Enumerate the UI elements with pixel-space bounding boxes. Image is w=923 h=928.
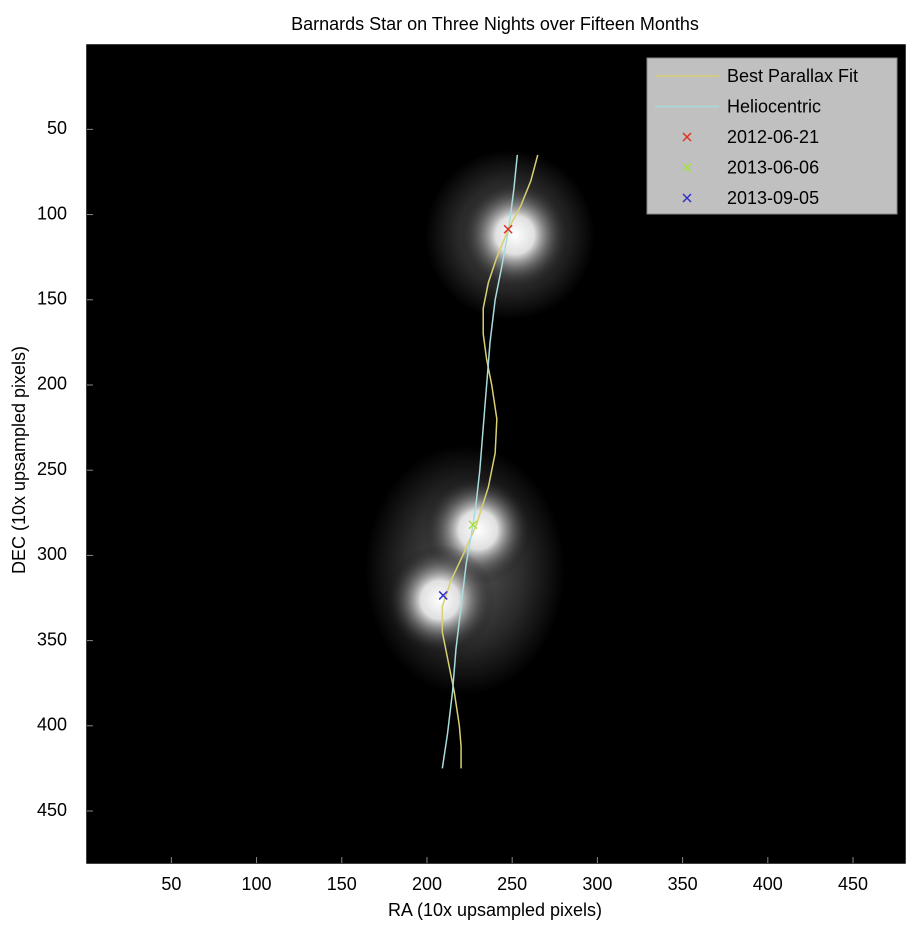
legend: Best Parallax Fit Heliocentric 2012-06-21 2… (646, 57, 898, 215)
x-tick-label: 50 (161, 874, 181, 894)
x-tick-label: 450 (838, 874, 868, 894)
legend-marker (682, 132, 692, 142)
y-tick-label: 250 (37, 459, 67, 479)
y-tick-label: 350 (37, 629, 67, 649)
x-tick-label: 400 (753, 874, 783, 894)
star-core (385, 545, 495, 655)
x-tick-label: 350 (668, 874, 698, 894)
y-tick-label: 400 (37, 715, 67, 735)
chart-title: Barnards Star on Three Nights over Fifte… (291, 14, 699, 34)
x-tick-label: 300 (582, 874, 612, 894)
legend-label: Heliocentric (727, 96, 821, 116)
x-tick-label: 100 (242, 874, 272, 894)
y-tick-label: 450 (37, 800, 67, 820)
star-core (460, 180, 570, 290)
x-tick-label: 200 (412, 874, 442, 894)
series-line (441, 154, 539, 769)
legend-label: 2013-09-05 (727, 188, 819, 208)
star-images (365, 150, 595, 695)
series-line (441, 154, 519, 769)
marker (503, 224, 513, 234)
marker (468, 520, 478, 530)
legend-label: 2013-06-06 (727, 157, 819, 177)
plot-frame (86, 44, 906, 864)
y-tick-label: 50 (47, 118, 67, 138)
legend-label: Best Parallax Fit (727, 66, 858, 86)
y-tick-label: 100 (37, 203, 67, 223)
x-axis-label: RA (10x upsampled pixels) (388, 900, 602, 920)
x-tick-label: 150 (327, 874, 357, 894)
legend-label: 2012-06-21 (727, 127, 819, 147)
y-tick-label: 300 (37, 544, 67, 564)
y-tick-label: 200 (37, 374, 67, 394)
marker (438, 590, 448, 600)
x-tick-label: 250 (497, 874, 527, 894)
y-axis-label: DEC (10x upsampled pixels) (9, 346, 29, 574)
y-tick-label: 150 (37, 289, 67, 309)
data-layer (438, 154, 539, 769)
legend-marker (682, 162, 692, 173)
legend-marker (682, 193, 692, 203)
